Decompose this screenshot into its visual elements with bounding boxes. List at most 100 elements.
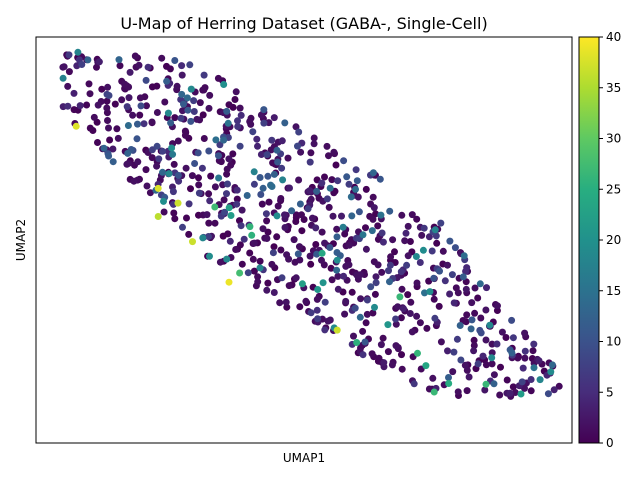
scatter-point (318, 228, 326, 236)
scatter-point (323, 142, 331, 150)
scatter-point (503, 376, 511, 384)
scatter-point (142, 166, 150, 174)
scatter-point (123, 160, 131, 168)
scatter-point (302, 297, 310, 305)
scatter-point (153, 162, 161, 170)
scatter-point (307, 309, 315, 317)
scatter-point (142, 76, 150, 84)
scatter-point (270, 114, 278, 122)
scatter-point (178, 90, 186, 98)
scatter-point (437, 338, 445, 346)
scatter-point (205, 190, 213, 198)
scatter-point (178, 62, 186, 70)
scatter-point (352, 166, 360, 174)
scatter-point (269, 249, 277, 257)
scatter-point (521, 384, 528, 392)
scatter-point (250, 267, 258, 275)
scatter-point (65, 68, 73, 76)
scatter-point (276, 299, 284, 307)
scatter-point (274, 202, 282, 210)
scatter-point (187, 185, 194, 193)
scatter-point (98, 85, 106, 93)
scatter-point (430, 274, 438, 282)
scatter-point (298, 280, 306, 288)
scatter-point (369, 215, 377, 223)
scatter-point (207, 172, 215, 180)
scatter-point (367, 283, 375, 291)
scatter-point (371, 303, 378, 311)
scatter-point (199, 234, 207, 242)
scatter-point (113, 125, 121, 133)
scatter-point (206, 91, 214, 99)
scatter-point (124, 149, 132, 157)
scatter-point (260, 119, 268, 127)
scatter-point (225, 204, 233, 212)
scatter-point (136, 111, 144, 119)
scatter-point (236, 142, 244, 150)
scatter-point (264, 172, 272, 180)
scatter-point (350, 332, 357, 340)
scatter-point (199, 111, 207, 119)
scatter-point (106, 136, 114, 144)
scatter-point (270, 170, 278, 178)
scatter-point (309, 214, 316, 222)
scatter-point (154, 213, 162, 220)
scatter-point (246, 249, 254, 257)
scatter-point (123, 103, 131, 111)
scatter-point (165, 170, 173, 178)
scatter-point (313, 295, 321, 303)
scatter-point (78, 61, 86, 68)
scatter-point (100, 144, 108, 152)
scatter-point (555, 382, 563, 390)
scatter-point (431, 314, 439, 322)
scatter-point (243, 192, 251, 199)
scatter-point (306, 252, 314, 260)
scatter-point (451, 244, 459, 252)
scatter-point (430, 295, 438, 303)
scatter-point (115, 56, 123, 64)
scatter-point (233, 200, 241, 208)
scatter-point (418, 231, 426, 239)
scatter-point (70, 89, 78, 97)
scatter-point (332, 161, 340, 169)
colorbar (578, 36, 600, 444)
scatter-point (105, 92, 113, 99)
scatter-point (134, 158, 142, 166)
scatter-point (493, 340, 501, 348)
scatter-point (259, 184, 267, 192)
scatter-point (200, 135, 208, 142)
scatter-point (298, 227, 306, 235)
scatter-point (369, 309, 377, 317)
scatter-point (334, 285, 342, 293)
scatter-point (497, 363, 504, 371)
scatter-point (253, 135, 261, 143)
scatter-point (221, 208, 229, 216)
scatter-point (225, 101, 233, 109)
scatter-point (225, 278, 233, 286)
scatter-point (105, 152, 113, 160)
scatter-point (174, 171, 182, 179)
scatter-point (407, 298, 415, 306)
scatter-point (268, 260, 276, 268)
scatter-point (249, 255, 257, 263)
scatter-point (327, 264, 335, 272)
scatter-point (362, 319, 370, 327)
scatter-point (168, 144, 176, 152)
scatter-point (109, 158, 117, 166)
scatter-point (232, 246, 240, 253)
scatter-point (258, 200, 266, 208)
scatter-point (474, 360, 482, 368)
scatter-point (72, 122, 80, 130)
scatter-point (216, 258, 224, 266)
scatter-point (193, 115, 201, 123)
scatter-point (359, 231, 367, 239)
scatter-point (174, 199, 182, 207)
scatter-point (326, 244, 334, 251)
scatter-point (356, 313, 364, 321)
scatter-point (74, 48, 82, 56)
scatter-point (530, 340, 538, 348)
scatter-point (398, 211, 406, 219)
scatter-point (446, 237, 454, 245)
scatter-point (307, 260, 315, 268)
scatter-point (416, 259, 424, 266)
